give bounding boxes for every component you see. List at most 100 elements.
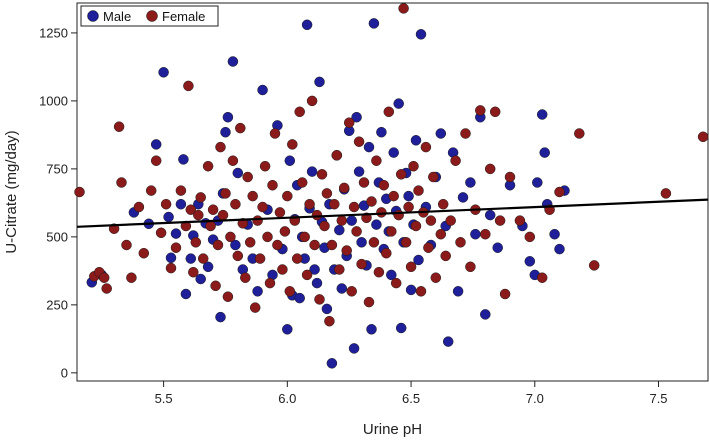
data-point-female xyxy=(405,261,417,273)
data-point-male xyxy=(351,111,362,123)
legend: Male Female xyxy=(80,5,219,27)
data-point-female xyxy=(220,188,231,199)
data-point-female xyxy=(296,177,308,188)
data-point-female xyxy=(494,215,506,226)
data-point-female xyxy=(287,139,298,150)
data-point-female xyxy=(247,190,258,202)
data-point-female xyxy=(341,245,352,256)
data-point-male xyxy=(353,166,365,177)
data-point-female xyxy=(299,231,310,243)
data-point-female xyxy=(455,237,466,248)
data-point-male xyxy=(220,126,231,138)
y-tick-label: 500 xyxy=(46,229,68,244)
data-point-female xyxy=(138,247,150,259)
y-axis-ticks: 0 250 500 750 1000 1250 xyxy=(39,25,77,380)
data-point-female xyxy=(435,228,447,240)
data-point-female xyxy=(185,204,197,215)
legend-label-female: Female xyxy=(162,9,205,24)
x-axis-title: Urine pH xyxy=(363,421,422,438)
data-point-female xyxy=(381,247,392,259)
data-point-female xyxy=(259,160,271,172)
data-point-male xyxy=(178,154,189,165)
x-tick-label: 5.5 xyxy=(155,391,173,406)
data-point-female xyxy=(514,215,526,226)
data-point-male xyxy=(311,277,323,289)
data-point-female xyxy=(373,266,385,278)
data-point-female xyxy=(348,201,360,213)
data-point-female xyxy=(408,160,419,172)
data-point-female xyxy=(304,198,315,210)
data-point-female xyxy=(383,106,395,118)
data-point-female xyxy=(358,177,370,188)
data-point-female xyxy=(210,280,221,292)
data-point-female xyxy=(554,186,565,198)
data-point-male xyxy=(314,76,325,88)
data-point-female xyxy=(460,128,471,139)
data-point-male xyxy=(180,288,192,300)
data-point-female xyxy=(282,190,293,202)
data-point-male xyxy=(410,135,422,146)
x-axis-ticks: 5.5 6.0 6.5 7.0 7.5 xyxy=(155,381,668,406)
data-point-female xyxy=(398,3,409,14)
data-point-female xyxy=(227,155,239,166)
data-point-female xyxy=(235,122,246,134)
data-point-male xyxy=(536,109,548,120)
data-point-female xyxy=(279,226,291,237)
data-point-male xyxy=(356,237,367,248)
data-point-male xyxy=(321,303,333,315)
data-point-female xyxy=(450,155,461,166)
data-point-male xyxy=(480,309,491,320)
data-point-male xyxy=(376,126,387,138)
data-point-male xyxy=(470,228,481,240)
data-point-female xyxy=(254,253,266,264)
data-point-female xyxy=(504,171,516,183)
data-point-male xyxy=(371,219,382,230)
data-point-female xyxy=(388,190,399,202)
data-point-female xyxy=(413,185,424,196)
data-point-female xyxy=(697,131,709,143)
data-point-male xyxy=(348,343,360,354)
data-point-female xyxy=(301,269,313,281)
x-tick-label: 6.0 xyxy=(278,391,296,406)
data-point-female xyxy=(378,179,390,191)
data-point-female xyxy=(202,160,214,172)
data-point-male xyxy=(524,256,536,267)
data-point-female xyxy=(74,186,85,198)
data-point-female xyxy=(356,258,367,270)
data-point-male xyxy=(202,261,214,273)
data-point-male xyxy=(195,273,206,285)
data-point-female xyxy=(423,242,434,253)
data-point-male xyxy=(388,147,399,158)
data-point-female xyxy=(480,228,491,240)
y-tick-label: 0 xyxy=(61,365,68,380)
data-point-male xyxy=(326,358,338,369)
data-point-male xyxy=(170,228,182,239)
data-point-female xyxy=(316,169,328,180)
data-point-female xyxy=(329,198,340,210)
data-point-male xyxy=(284,155,296,166)
data-point-female xyxy=(334,264,345,275)
data-point-male xyxy=(549,228,560,240)
data-point-female xyxy=(113,121,125,132)
data-point-female xyxy=(242,171,253,183)
data-point-female xyxy=(101,283,112,294)
data-point-female xyxy=(395,169,407,180)
data-point-female xyxy=(588,260,600,271)
data-point-female xyxy=(249,302,261,313)
data-point-female xyxy=(410,220,422,232)
data-point-male xyxy=(457,192,469,203)
y-tick-label: 750 xyxy=(46,161,68,176)
data-point-female xyxy=(160,198,172,210)
data-point-female xyxy=(321,188,333,199)
data-point-female xyxy=(291,253,303,264)
data-point-female xyxy=(314,294,325,305)
data-point-female xyxy=(98,272,110,283)
data-point-female xyxy=(331,150,343,161)
data-point-female xyxy=(165,262,177,274)
data-point-female xyxy=(430,272,442,283)
data-point-male xyxy=(532,177,543,188)
data-point-female xyxy=(230,198,241,210)
data-point-female xyxy=(207,204,219,215)
data-point-female xyxy=(183,80,194,92)
data-point-female xyxy=(284,286,296,297)
